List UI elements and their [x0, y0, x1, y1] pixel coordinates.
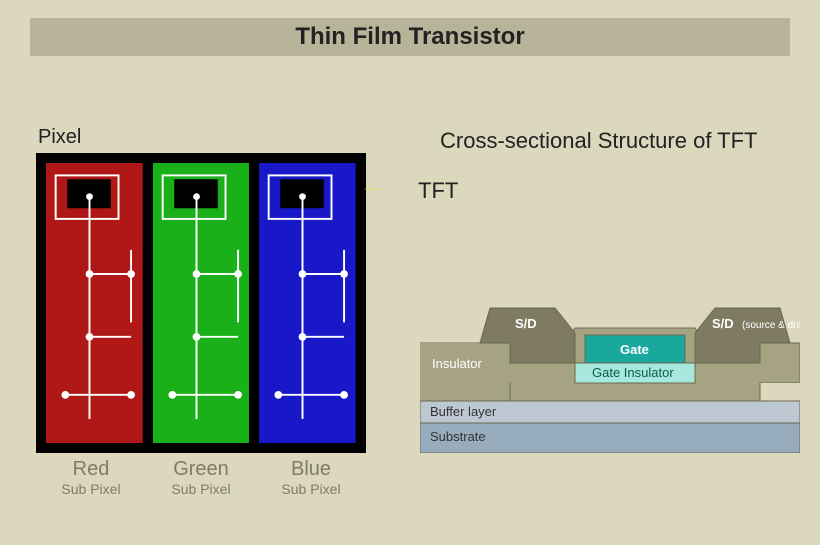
caption-red: Red Sub Pixel — [36, 458, 146, 497]
tft-callout-label: TFT — [418, 178, 458, 204]
caption-blue: Blue Sub Pixel — [256, 458, 366, 497]
gate-insulator-label: Gate Insulator — [592, 365, 674, 380]
caption-green: Green Sub Pixel — [146, 458, 256, 497]
subpixel-captions: Red Sub Pixel Green Sub Pixel Blue Sub P… — [36, 458, 366, 497]
insulator-label: Insulator — [432, 356, 483, 371]
buffer-label: Buffer layer — [430, 404, 497, 419]
circuit-overlay — [46, 163, 143, 443]
subpixel-blue — [259, 163, 356, 443]
pixel-diagram — [36, 153, 366, 453]
title-bar: Thin Film Transistor — [30, 18, 790, 56]
sd-caption: (source & drain) — [742, 320, 800, 331]
subpixel-green — [153, 163, 250, 443]
page-title: Thin Film Transistor — [295, 23, 524, 51]
gate-label: Gate — [620, 342, 649, 357]
subpixel-red — [46, 163, 143, 443]
tft-arrow-icon — [330, 188, 412, 190]
sd-left-label: S/D — [515, 316, 537, 331]
sd-right-label: S/D — [712, 316, 734, 331]
substrate-label: Substrate — [430, 429, 486, 444]
cross-section-title: Cross-sectional Structure of TFT — [440, 128, 757, 154]
circuit-overlay — [259, 163, 356, 443]
circuit-overlay — [153, 163, 250, 443]
pixel-label: Pixel — [38, 126, 81, 149]
cross-section-diagram: Substrate Buffer layer P-si Channel Insu… — [420, 273, 800, 453]
